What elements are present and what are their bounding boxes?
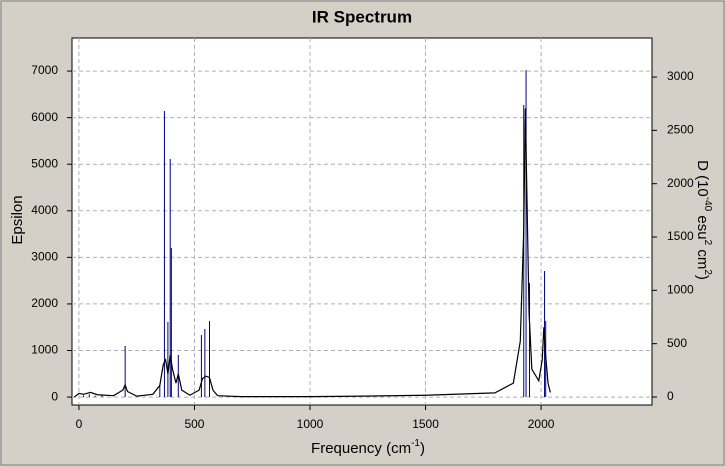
y2-axis-label: D (10-40 esu2 cm2) [694, 160, 713, 280]
label-part: ) [694, 275, 711, 280]
label-part: esu [694, 211, 711, 239]
superscript: 2 [702, 240, 713, 246]
x-axis-label: Frequency (cm-1) [311, 438, 425, 457]
label-part: ) [420, 440, 425, 457]
superscript: -1 [411, 438, 420, 449]
x-tick-label: 500 [184, 417, 204, 431]
y-axis-label: Epsilon [9, 195, 26, 244]
x-tick-label: 1000 [297, 417, 324, 431]
label-part: cm [694, 245, 711, 269]
superscript: -40 [702, 197, 713, 212]
label-part: Frequency (cm [311, 440, 411, 457]
plot-area [71, 37, 653, 406]
x-tick-label: 1500 [412, 417, 439, 431]
y-tick-label: 6000 [31, 110, 58, 124]
y2-tick-label: 1000 [667, 283, 694, 297]
x-tick-label: 0 [76, 417, 83, 431]
y2-tick-label: 1500 [667, 229, 694, 243]
x-tick-label: 2000 [528, 417, 555, 431]
y-tick-label: 2000 [31, 296, 58, 310]
y-tick-label: 1000 [31, 343, 58, 357]
chart-title: IR Spectrum [312, 7, 412, 26]
y-tick-label: 3000 [31, 250, 58, 264]
spectrum-line [73, 108, 551, 398]
y2-tick-label: 3000 [667, 69, 694, 83]
label-part: D (10 [694, 160, 711, 197]
y2-tick-label: 0 [667, 389, 674, 403]
y-tick-label: 4000 [31, 203, 58, 217]
y-tick-label: 7000 [31, 63, 58, 77]
y2-tick-label: 500 [667, 336, 687, 350]
y2-tick-label: 2000 [667, 176, 694, 190]
y-tick-label: 0 [51, 389, 58, 403]
y-tick-label: 5000 [31, 156, 58, 170]
y2-tick-label: 2500 [667, 123, 694, 137]
superscript: 2 [702, 269, 713, 275]
